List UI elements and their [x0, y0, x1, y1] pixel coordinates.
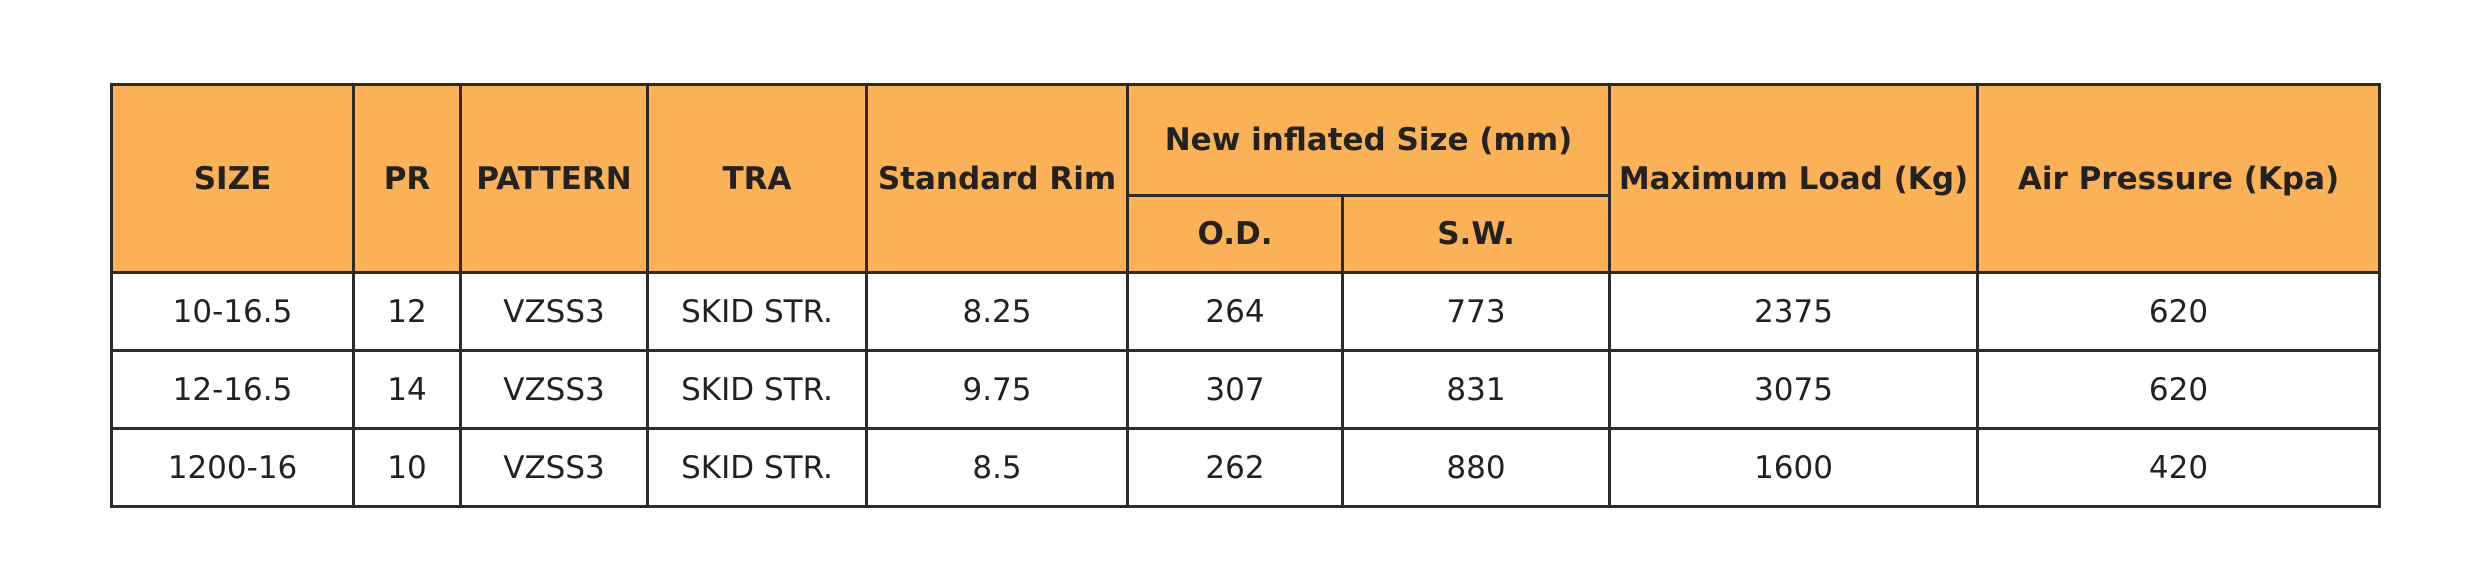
table-body: 10-16.5 12 VZSS3 SKID STR. 8.25 264 773 2375 620…: [110, 271, 2382, 508]
table-cell: SKID STR.: [646, 271, 868, 352]
header-row: O.D. S.W.: [112, 194, 2380, 274]
table-cell: 1200-16: [110, 427, 355, 508]
header-cell: TRA: [646, 83, 868, 274]
table-cell: 10: [352, 427, 462, 508]
table-cell: VZSS3: [459, 271, 649, 352]
table-cell: 831: [1340, 349, 1612, 430]
table-cell: 620: [1976, 271, 2382, 352]
table-cell: 14: [352, 349, 462, 430]
table-cell: 620: [1976, 349, 2382, 430]
table-cell: 307: [1126, 349, 1344, 430]
table-cell: 2375: [1608, 271, 1980, 352]
table-row: 12-16.5 14 VZSS3 SKID STR. 9.75 307 831 3075 620: [110, 349, 2382, 430]
header-cell: Air Pressure (Kpa): [1976, 83, 2382, 274]
table-cell: 420: [1976, 427, 2382, 508]
table-cell: VZSS3: [459, 349, 649, 430]
table-cell: 773: [1340, 271, 1612, 352]
table-cell: 9.75: [865, 349, 1129, 430]
table-cell: 12: [352, 271, 462, 352]
table-cell: SKID STR.: [646, 349, 868, 430]
table-cell: 880: [1340, 427, 1612, 508]
table-cell: VZSS3: [459, 427, 649, 508]
table-cell: 264: [1126, 271, 1344, 352]
table-cell: 3075: [1608, 349, 1980, 430]
header-row: SIZE PR PATTERN TRA Standard Rim New inf…: [110, 83, 2382, 274]
header-cell: Maximum Load (Kg): [1608, 83, 1980, 274]
table-cell: 10-16.5: [110, 271, 355, 352]
tire-spec-table: SIZE PR PATTERN TRA Standard Rim New inf…: [110, 83, 2382, 508]
table-cell: 262: [1126, 427, 1344, 508]
header-cell: PR: [352, 83, 462, 274]
table-cell: 1600: [1608, 427, 1980, 508]
header-cell: SIZE: [110, 83, 355, 274]
table-header: SIZE PR PATTERN TRA Standard Rim New inf…: [110, 83, 2382, 274]
table-cell: SKID STR.: [646, 427, 868, 508]
table-cell: 12-16.5: [110, 349, 355, 430]
header-cell: S.W.: [1340, 194, 1612, 274]
header-cell: O.D.: [1126, 194, 1344, 274]
table-cell: 8.5: [865, 427, 1129, 508]
table-cell: 8.25: [865, 271, 1129, 352]
header-cell: PATTERN: [459, 83, 649, 274]
header-cell: Standard Rim: [865, 83, 1129, 274]
table-row: 10-16.5 12 VZSS3 SKID STR. 8.25 264 773 2375 620: [110, 271, 2382, 352]
header-cell: New inflated Size (mm): [1125, 83, 1612, 197]
table-row: 1200-16 10 VZSS3 SKID STR. 8.5 262 880 1600 420: [110, 427, 2382, 508]
